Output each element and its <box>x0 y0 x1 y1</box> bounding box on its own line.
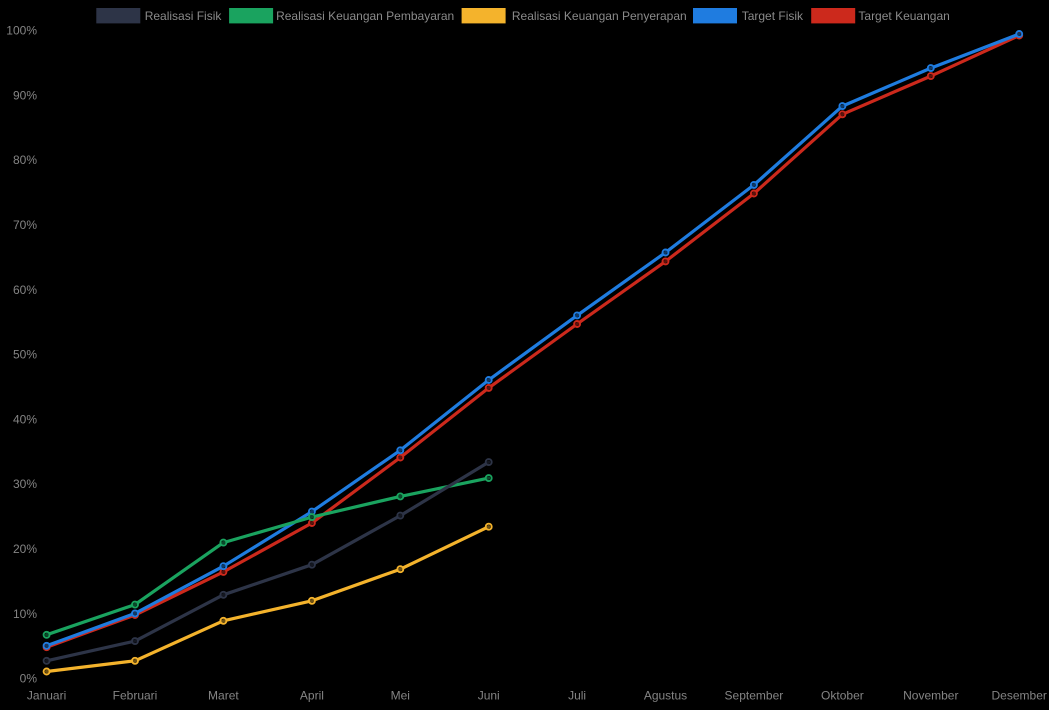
svg-text:60%: 60% <box>13 283 37 297</box>
svg-text:50%: 50% <box>13 348 37 362</box>
svg-text:Agustus: Agustus <box>644 688 687 702</box>
svg-text:100%: 100% <box>6 24 37 38</box>
svg-text:20%: 20% <box>13 542 37 556</box>
svg-text:30%: 30% <box>13 477 37 491</box>
svg-text:70%: 70% <box>13 218 37 232</box>
svg-text:November: November <box>903 688 958 702</box>
svg-text:90%: 90% <box>13 88 37 102</box>
svg-text:Maret: Maret <box>208 688 239 702</box>
svg-text:Juli: Juli <box>568 688 586 702</box>
svg-text:September: September <box>725 688 784 702</box>
svg-text:Target Fisik: Target Fisik <box>742 9 804 23</box>
svg-text:80%: 80% <box>13 153 37 167</box>
svg-text:Januari: Januari <box>27 688 66 702</box>
svg-text:Oktober: Oktober <box>821 688 864 702</box>
svg-text:Desember: Desember <box>992 688 1047 702</box>
svg-text:40%: 40% <box>13 412 37 426</box>
svg-text:Juni: Juni <box>478 688 500 702</box>
svg-text:Februari: Februari <box>113 688 158 702</box>
svg-text:April: April <box>300 688 324 702</box>
svg-text:Realisasi Fisik: Realisasi Fisik <box>145 9 223 23</box>
svg-text:10%: 10% <box>13 607 37 621</box>
svg-text:Mei: Mei <box>391 688 410 702</box>
svg-text:Realisasi Keuangan Pembayaran: Realisasi Keuangan Pembayaran <box>276 9 454 23</box>
svg-text:0%: 0% <box>20 672 38 686</box>
svg-text:Realisasi Keuangan Penyerapan: Realisasi Keuangan Penyerapan <box>512 9 687 23</box>
svg-text:Target Keuangan: Target Keuangan <box>858 9 949 23</box>
